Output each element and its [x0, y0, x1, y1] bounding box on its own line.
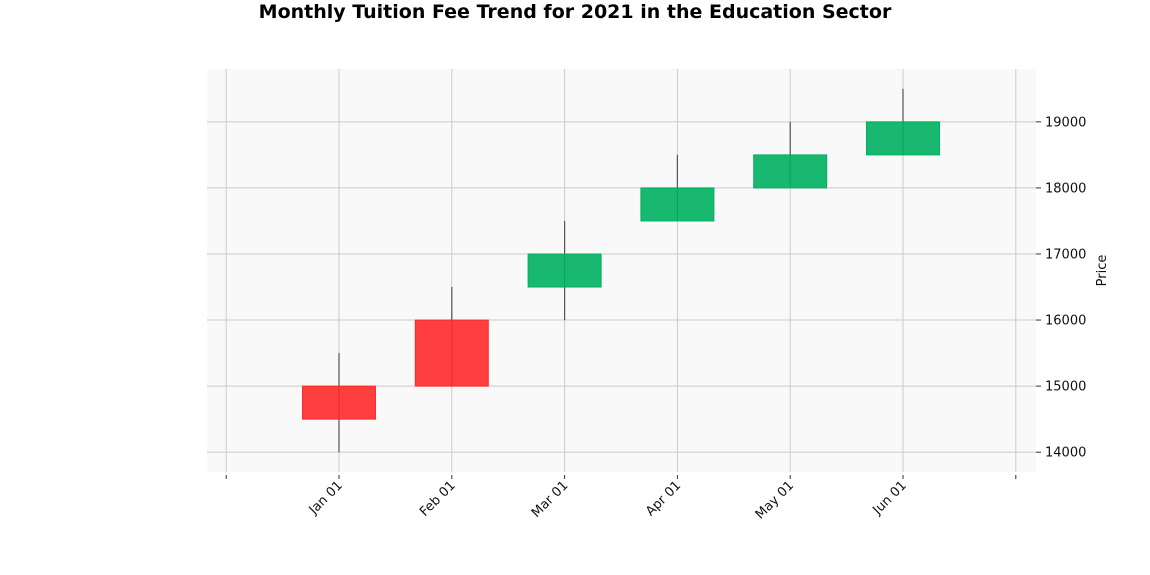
y-axis-label: Price: [1095, 255, 1110, 287]
y-axis: 14000 15000 16000 17000 18000 19000: [1036, 115, 1086, 461]
x-axis: Jan 01 Feb 01 Mar 01 Apr 01 May 01 Jun 01: [225, 475, 1017, 522]
chart-title: Monthly Tuition Fee Trend for 2021 in th…: [258, 1, 892, 23]
x-tick-label: Feb 01: [417, 478, 459, 520]
candle-body-up: [527, 253, 602, 288]
candle-body-up: [640, 187, 715, 222]
x-tick-label: May 01: [753, 478, 797, 522]
y-tick-label: 16000: [1045, 314, 1086, 329]
y-tick-label: 19000: [1045, 115, 1086, 130]
candles: [302, 88, 940, 453]
x-tick-label: Mar 01: [529, 478, 572, 521]
y-tick-label: 18000: [1045, 181, 1086, 196]
y-tick-label: 17000: [1045, 247, 1086, 262]
candle-body-down: [414, 319, 489, 387]
x-tick-label: Jan 01: [306, 478, 346, 518]
x-tick-label: Jun 01: [870, 478, 910, 518]
candle-body-up: [753, 154, 828, 189]
candle-body-up: [866, 121, 940, 156]
x-tick-label: Apr 01: [643, 478, 684, 519]
y-tick-label: 14000: [1045, 446, 1086, 461]
candle-body-down: [302, 385, 376, 420]
y-tick-label: 15000: [1045, 380, 1086, 395]
